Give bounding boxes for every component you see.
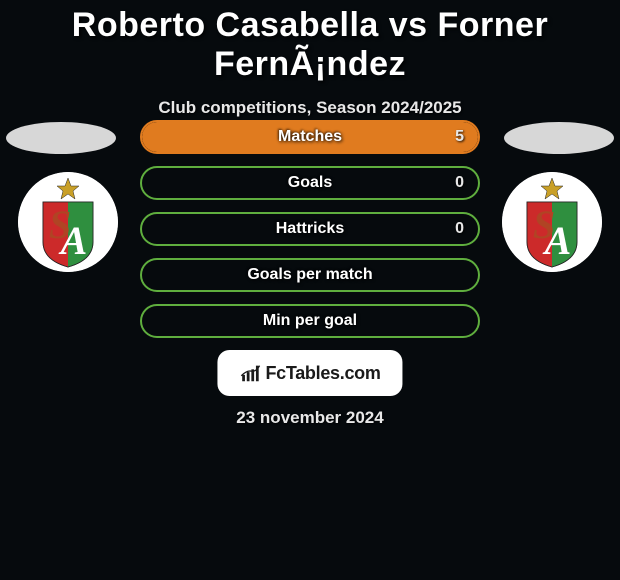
date-text: 23 november 2024: [236, 408, 383, 428]
stat-bar-value: 0: [455, 220, 464, 238]
stat-bar: Hattricks 0: [140, 212, 480, 246]
fctables-brand: FcTables.com: [265, 363, 380, 384]
stat-bar-label: Matches: [278, 128, 342, 146]
stat-bar-label: Goals: [288, 174, 332, 192]
stat-bar-label: Min per goal: [263, 312, 357, 330]
stat-bar-value: 0: [455, 174, 464, 192]
stat-bar-label: Goals per match: [247, 266, 372, 284]
fctables-bars-icon: [239, 362, 261, 384]
stat-bar-value: 5: [455, 128, 464, 146]
fctables-badge: FcTables.com: [217, 350, 402, 396]
club-badge-right: SA: [502, 172, 602, 272]
club-badge-left: SA: [18, 172, 118, 272]
stat-bar: Goals 0: [140, 166, 480, 200]
player-left-placeholder: [6, 122, 116, 154]
stat-bars: Matches 5 Goals 0 Hattricks 0 Goals per match M…: [140, 120, 480, 350]
stat-bar: Goals per match: [140, 258, 480, 292]
svg-text:A: A: [542, 218, 572, 263]
page-title: Roberto Casabella vs Forner FernÃ¡ndez: [0, 0, 620, 84]
stat-bar: Matches 5: [140, 120, 480, 154]
stat-bar: Min per goal: [140, 304, 480, 338]
infographic-container: Roberto Casabella vs Forner FernÃ¡ndez C…: [0, 0, 620, 580]
svg-text:A: A: [58, 218, 88, 263]
player-right-placeholder: [504, 122, 614, 154]
subtitle: Club competitions, Season 2024/2025: [0, 98, 620, 118]
stat-bar-label: Hattricks: [276, 220, 344, 238]
